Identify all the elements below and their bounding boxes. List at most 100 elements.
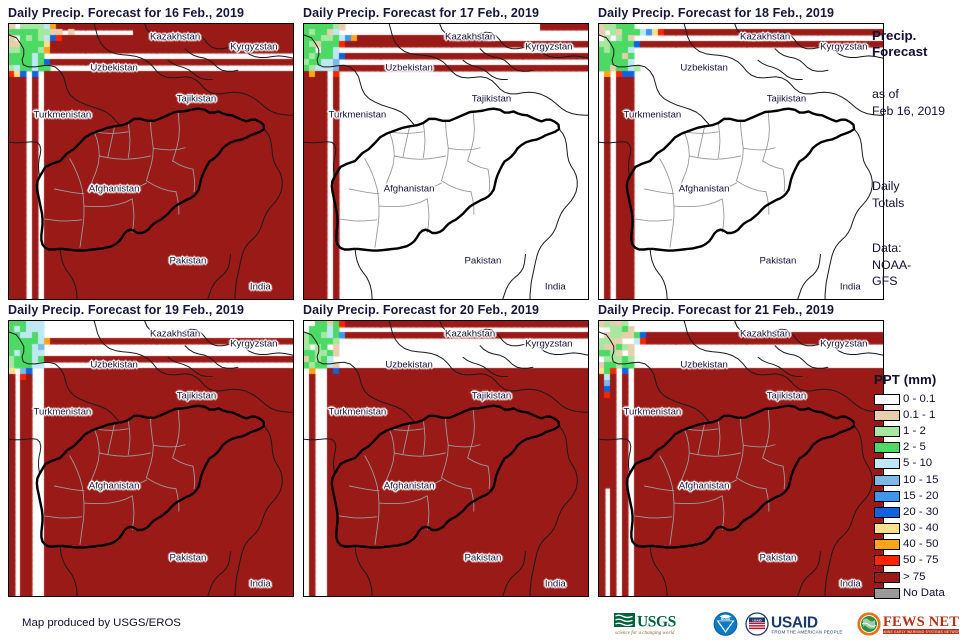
legend-label: 50 - 75: [903, 554, 939, 567]
province-border: [43, 516, 82, 518]
province-border: [722, 199, 724, 233]
province-border: [633, 516, 672, 518]
international-border: [825, 427, 872, 596]
province-border: [427, 199, 429, 233]
international-border: [650, 546, 667, 596]
map-canvas-frame[interactable]: Kazakhstan Kyrgyzstan Uzbekistan Tajikistan…: [8, 320, 294, 597]
province-border: [99, 156, 150, 159]
province-border: [441, 181, 471, 192]
province-border: [90, 132, 99, 186]
legend-entry: 5 - 10: [874, 456, 975, 472]
sidebar-asof: as of Feb 16, 2019: [872, 86, 975, 119]
legend-swatch: [874, 555, 900, 567]
map-canvas-frame[interactable]: Kazakhstan Kyrgyzstan Uzbekistan Tajikistan…: [303, 320, 589, 597]
international-border: [145, 321, 293, 355]
province-border: [736, 418, 743, 478]
afghanistan-border: [332, 406, 559, 548]
map-canvas-frame[interactable]: Kazakhstan Kyrgyzstan Uzbekistan Tajikistan…: [598, 320, 884, 597]
province-border: [389, 132, 423, 134]
international-border: [355, 249, 372, 299]
legend-entry: No Data: [874, 585, 975, 601]
legend-entry: 0 - 0.1: [874, 391, 975, 407]
map-canvas-frame[interactable]: Kazakhstan Kyrgyzstan Uzbekistan Tajikistan…: [303, 23, 589, 300]
legend-swatch: [874, 587, 900, 599]
province-border: [90, 183, 146, 190]
province-border: [365, 159, 379, 248]
province-border: [743, 148, 775, 150]
province-border: [173, 408, 180, 458]
province-border: [427, 496, 429, 530]
province-border: [90, 480, 146, 487]
international-border: [503, 551, 526, 596]
legend: PPT (mm) 0 - 0.1 0.1 - 1 1 - 2 2 - 5 5 - 10 1…: [869, 372, 975, 601]
map-panel: Daily Precip. Forecast for 18 Feb., 2019…: [598, 6, 884, 300]
border-overlay: [599, 321, 883, 596]
legend-swatch: [874, 409, 900, 421]
usgs-logo: USGS science for a changing world: [614, 611, 706, 637]
legend-label: > 75: [903, 570, 926, 583]
international-border: [599, 142, 631, 177]
sidebar-asof-line2: Feb 16, 2019: [872, 103, 946, 118]
province-border: [689, 156, 740, 159]
province-border: [423, 123, 425, 158]
international-border: [60, 546, 77, 596]
svg-text:science for a changing world: science for a changing world: [615, 629, 675, 636]
international-border: [530, 427, 577, 596]
international-border: [235, 130, 282, 299]
province-border: [698, 423, 705, 454]
legend-label: 0.1 - 1: [903, 408, 936, 421]
province-border: [146, 121, 153, 181]
international-border: [9, 142, 41, 177]
svg-text:USAID: USAID: [752, 618, 762, 622]
legend-label: 10 - 15: [903, 473, 939, 486]
province-border: [743, 445, 775, 447]
province-border: [441, 121, 448, 181]
province-border: [644, 189, 674, 193]
province-border: [689, 453, 740, 456]
svg-text:USGS: USGS: [637, 614, 676, 631]
province-border: [108, 423, 115, 454]
international-border: [94, 321, 293, 412]
border-overlay: [304, 24, 588, 299]
province-border: [84, 199, 132, 207]
afghanistan-border: [627, 109, 854, 251]
province-border: [763, 458, 783, 466]
sidebar-daily-line2: Totals: [872, 195, 905, 210]
international-border: [480, 49, 533, 72]
province-border: [403, 423, 410, 454]
map-canvas-frame[interactable]: Kazakhstan Kyrgyzstan Uzbekistan Tajikistan…: [598, 23, 884, 300]
province-border: [394, 453, 445, 456]
province-border: [644, 486, 674, 490]
international-border: [304, 332, 414, 421]
international-border: [775, 49, 828, 72]
afghanistan-border: [37, 406, 264, 548]
province-border: [736, 478, 766, 489]
legend-label: 5 - 10: [903, 457, 933, 470]
legend-swatch: [874, 393, 900, 405]
legend-entry: 2 - 5: [874, 440, 975, 456]
province-border: [193, 169, 195, 192]
legend-entry: 30 - 40: [874, 521, 975, 537]
sidebar: Precip. Forecast as of Feb 16, 2019 Dail…: [869, 0, 975, 642]
international-border: [599, 332, 709, 421]
map-panel: Daily Precip. Forecast for 21 Feb., 2019…: [598, 303, 884, 597]
map-canvas-frame[interactable]: Kazakhstan Kyrgyzstan Uzbekistan Tajikistan…: [8, 23, 294, 300]
border-overlay: [304, 321, 588, 596]
province-border: [338, 516, 377, 518]
province-border: [783, 466, 785, 489]
legend-label: 40 - 50: [903, 538, 939, 551]
province-border: [385, 183, 441, 190]
legend-entry: 20 - 30: [874, 504, 975, 520]
legend-entry: 40 - 50: [874, 537, 975, 553]
province-border: [153, 148, 185, 150]
province-border: [763, 111, 770, 161]
international-border: [440, 321, 588, 355]
international-border: [304, 142, 336, 177]
legend-entry: 1 - 2: [874, 423, 975, 439]
province-border: [54, 486, 84, 490]
province-border: [146, 418, 153, 478]
province-border: [146, 478, 176, 489]
international-border: [168, 357, 212, 376]
afghanistan-border: [37, 109, 264, 251]
